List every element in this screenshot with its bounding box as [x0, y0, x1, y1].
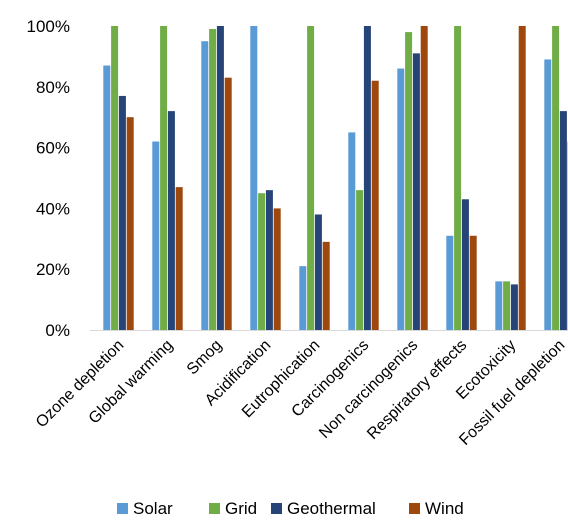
bar-geothermal-10: [559, 111, 567, 331]
y-axis-labels: 0% 20% 40% 60% 80% 100%: [27, 17, 70, 340]
bar-wind-6: [371, 80, 379, 330]
bar-grid-9: [503, 281, 511, 330]
bar-wind-5: [322, 241, 330, 330]
bar-solar-8: [446, 235, 454, 330]
y-tick-label: 80%: [36, 78, 70, 97]
bar-grid-7: [405, 32, 413, 330]
bars-group: [103, 26, 568, 331]
y-tick-label: 60%: [36, 139, 70, 158]
bar-solar-7: [397, 68, 405, 330]
legend-label-solar: Solar: [133, 499, 173, 518]
bar-grid-4: [258, 193, 266, 330]
bar-geothermal-8: [461, 199, 469, 330]
bar-geothermal-4: [265, 190, 273, 330]
y-tick-label: 100%: [27, 17, 70, 36]
bar-grid-3: [209, 29, 217, 330]
x-tick-label: Ozone depletion: [33, 337, 127, 431]
bar-solar-2: [152, 141, 160, 330]
bar-solar-3: [201, 41, 209, 330]
y-tick-label: 20%: [36, 260, 70, 279]
bar-geothermal-9: [510, 284, 518, 330]
legend-label-grid: Grid: [225, 499, 257, 518]
bar-geothermal-1: [118, 95, 126, 330]
legend-swatch-solar: [117, 503, 128, 514]
bar-grid-6: [356, 190, 364, 330]
bar-wind-8: [469, 235, 477, 330]
bar-geothermal-3: [216, 26, 224, 330]
legend-label-wind: Wind: [425, 499, 464, 518]
bar-solar-10: [544, 59, 552, 330]
bar-geothermal-2: [167, 111, 175, 331]
x-tick-label: Global warming: [86, 337, 177, 428]
legend-label-geothermal: Geothermal: [287, 499, 376, 518]
bar-wind-9: [518, 26, 526, 330]
bar-solar-6: [348, 132, 356, 330]
y-tick-label: 40%: [36, 199, 70, 218]
bar-geothermal-5: [314, 214, 322, 330]
bar-geothermal-6: [363, 26, 371, 330]
bar-solar-5: [299, 266, 307, 330]
bar-grid-10: [552, 26, 560, 330]
legend-swatch-grid: [209, 503, 220, 514]
bar-solar-9: [495, 281, 503, 330]
bar-grid-2: [160, 26, 168, 330]
bar-wind-7: [420, 26, 428, 330]
bar-solar-4: [250, 26, 258, 330]
y-tick-label: 0%: [45, 321, 70, 340]
bar-geothermal-7: [412, 53, 420, 331]
bar-grid-5: [307, 26, 315, 330]
bar-wind-4: [273, 208, 281, 330]
legend-swatch-geothermal: [271, 503, 282, 514]
bar-solar-1: [103, 65, 111, 331]
bar-wind-2: [175, 187, 183, 330]
bar-grid-1: [111, 26, 119, 330]
bar-grid-8: [454, 26, 462, 330]
bar-wind-1: [126, 117, 134, 330]
bar-wind-3: [224, 77, 232, 331]
legend: Solar Grid Geothermal Wind: [117, 499, 464, 518]
x-tick-label: Smog: [184, 337, 226, 379]
legend-swatch-wind: [409, 503, 420, 514]
